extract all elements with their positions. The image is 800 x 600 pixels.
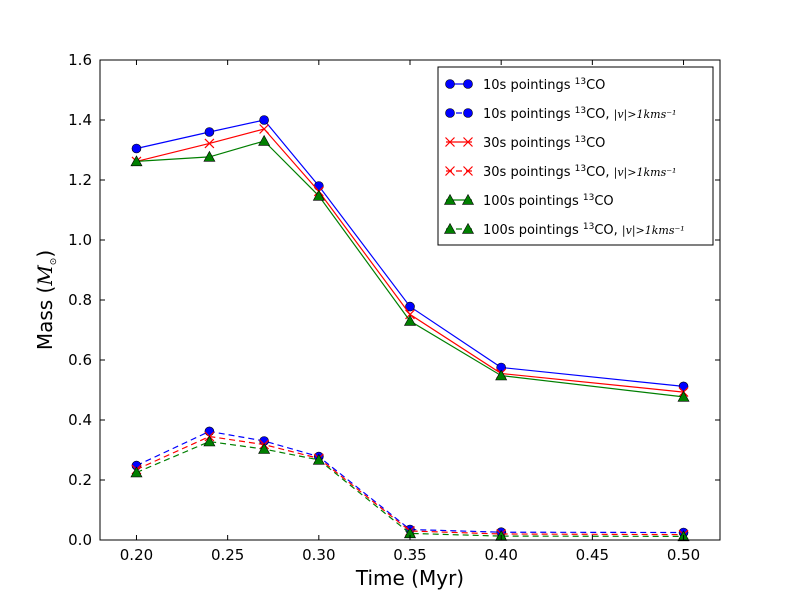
legend-label: 10s pointings 13CO: [483, 77, 605, 93]
legend-marker: [463, 166, 473, 176]
legend-label-math: |v|>1kms⁻¹: [622, 224, 685, 238]
legend-label-tail: CO: [586, 78, 605, 93]
legend-entry-3: 30s pointings 13CO: [445, 135, 605, 151]
series-1: [131, 115, 689, 392]
legend-marker: [443, 193, 457, 205]
legend-label-tail: CO,: [586, 107, 614, 122]
x-tick-label: 0.25: [211, 546, 244, 564]
ticks-layer: 0.20 0.25 0.30 0.35 0.40 0.45 0.50 0.0 0.2 0.4 0.6…: [68, 51, 720, 564]
legend-marker: [443, 222, 457, 234]
legend-label-tail: CO,: [586, 165, 614, 180]
legend-label: 10s pointings 13CO, |v|>1kms⁻¹: [483, 106, 676, 122]
legend-marker: [445, 137, 455, 147]
legend-label-sup: 13: [583, 193, 594, 203]
data-point: [204, 127, 215, 137]
legend-marker: [463, 79, 473, 89]
legend-label: 100s pointings 13CO, |v|>1kms⁻¹: [483, 222, 685, 238]
data-point: [677, 390, 690, 402]
legend-label-sup: 13: [583, 222, 594, 232]
legend-entry-2: 10s pointings 13CO, |v|>1kms⁻¹: [445, 106, 676, 122]
legend-label-math: |v|>1kms⁻¹: [614, 108, 677, 122]
data-point: [131, 143, 142, 154]
y-tick-label: 1.6: [68, 51, 92, 69]
legend-label-sup: 13: [575, 106, 586, 116]
series-layer: [130, 115, 690, 542]
x-tick-label: 0.50: [667, 546, 700, 564]
legend-entry-1: 10s pointings 13CO: [445, 77, 605, 93]
data-point: [495, 369, 508, 381]
legend-label-base: 10s pointings: [483, 107, 575, 122]
legend-label-math: |v|>1kms⁻¹: [614, 166, 677, 180]
legend-entry-6: 100s pointings 13CO, |v|>1kms⁻¹: [443, 222, 685, 238]
series-5: [130, 134, 690, 402]
y-tick-label: 0.2: [68, 471, 92, 489]
legend-box: [437, 66, 714, 246]
y-tick-label: 0.0: [68, 531, 92, 549]
y-tick-label: 1.4: [68, 111, 92, 129]
x-axis-label: Time (Myr): [355, 566, 464, 590]
legend-marker: [445, 108, 455, 118]
y-axis-label-math: M: [33, 265, 57, 287]
data-point: [203, 150, 216, 162]
legend-label-sup: 13: [575, 77, 586, 87]
x-tick-label: 0.40: [484, 546, 517, 564]
series-6: [130, 435, 690, 542]
legend-marker: [461, 222, 475, 234]
legend-entry-4: 30s pointings 13CO, |v|>1kms⁻¹: [445, 164, 676, 180]
data-point: [258, 134, 271, 146]
legend-marker: [463, 108, 473, 118]
legend-label-tail: CO,: [594, 223, 622, 238]
data-point: [203, 435, 216, 447]
legend-label-base: 30s pointings: [483, 136, 575, 151]
x-tick-label: 0.35: [393, 546, 426, 564]
data-point: [130, 155, 143, 167]
data-point: [204, 138, 215, 149]
legend-label: 30s pointings 13CO, |v|>1kms⁻¹: [483, 164, 676, 180]
legend-label-sup: 13: [575, 135, 586, 145]
legend-label: 30s pointings 13CO: [483, 135, 605, 151]
y-tick-label: 0.4: [68, 411, 92, 429]
data-point: [204, 426, 215, 437]
y-axis-label: Mass (M⊙): [33, 250, 59, 350]
data-point: [259, 124, 270, 134]
x-tick-label: 0.45: [576, 546, 609, 564]
legend-marker: [461, 193, 475, 205]
legend-marker: [463, 137, 473, 147]
data-point: [312, 189, 325, 201]
y-tick-label: 0.8: [68, 291, 92, 309]
data-point: [403, 314, 417, 326]
data-point: [312, 453, 325, 465]
legend-label-base: 10s pointings: [483, 78, 575, 93]
legend-label-base: 30s pointings: [483, 165, 575, 180]
y-tick-label: 1.0: [68, 231, 92, 249]
y-axis-label-prefix: Mass (: [33, 286, 57, 351]
y-tick-label: 0.6: [68, 351, 92, 369]
legend-label-base: 100s pointings: [483, 223, 583, 238]
legend-label-base: 100s pointings: [483, 194, 583, 209]
x-tick-label: 0.20: [120, 546, 153, 564]
y-axis-label-suffix: ): [33, 250, 57, 258]
legend-label-sup: 13: [575, 164, 586, 174]
legend-entry-5: 100s pointings 13CO: [443, 193, 614, 209]
legend-label: 100s pointings 13CO: [483, 193, 614, 209]
legend-label-tail: CO: [586, 136, 605, 151]
y-tick-label: 1.2: [68, 171, 92, 189]
data-point: [130, 466, 143, 478]
x-tick-label: 0.30: [302, 546, 335, 564]
data-point: [259, 115, 269, 125]
legend-marker: [445, 166, 455, 176]
legend-label-tail: CO: [594, 194, 613, 209]
legend-marker: [445, 79, 455, 89]
data-point: [405, 301, 415, 312]
y-axis-label-sub: ⊙: [49, 258, 59, 266]
data-point: [258, 442, 271, 454]
data-point: [314, 181, 324, 191]
